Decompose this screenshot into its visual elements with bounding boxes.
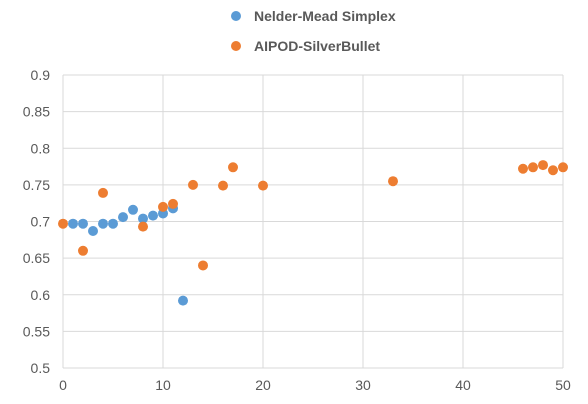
y-tick-label: 0.85 (23, 104, 50, 120)
data-point (168, 198, 178, 209)
data-point (98, 187, 108, 198)
data-point (188, 179, 198, 190)
y-tick-label: 0.7 (31, 214, 51, 230)
data-point (138, 221, 148, 232)
x-tick-label: 20 (255, 377, 271, 393)
y-tick-label: 0.65 (23, 250, 50, 266)
x-tick-label: 30 (355, 377, 371, 393)
data-point (78, 245, 88, 256)
legend-marker (231, 41, 241, 51)
data-points (58, 160, 568, 306)
x-tick-label: 40 (455, 377, 471, 393)
x-tick-label: 10 (155, 377, 171, 393)
data-point (518, 163, 528, 174)
data-point (258, 180, 268, 191)
y-tick-label: 0.9 (31, 67, 51, 83)
data-point (78, 218, 88, 229)
data-point (118, 212, 128, 223)
data-point (218, 180, 228, 191)
legend-label: Nelder-Mead Simplex (254, 8, 396, 24)
y-tick-label: 0.8 (31, 140, 51, 156)
x-tick-label: 0 (59, 377, 67, 393)
data-point (68, 218, 78, 229)
data-point (558, 162, 568, 173)
data-point (528, 162, 538, 173)
data-point (88, 226, 98, 237)
legend-marker (231, 11, 241, 21)
data-point (178, 295, 188, 306)
data-point (198, 260, 208, 271)
grid (62, 74, 564, 369)
data-point (228, 162, 238, 173)
legend-label: AIPOD-SilverBullet (254, 38, 380, 54)
legend: Nelder-Mead Simplex AIPOD-SilverBullet (231, 8, 396, 54)
data-point (98, 218, 108, 229)
y-tick-label: 0.55 (23, 323, 50, 339)
data-point (158, 201, 168, 212)
data-point (538, 160, 548, 171)
data-point (108, 218, 118, 229)
data-point (148, 210, 158, 221)
data-point (138, 213, 148, 224)
y-tick-label: 0.75 (23, 177, 50, 193)
y-axis-tick-labels: 0.5 0.55 0.6 0.65 0.7 0.75 0.8 0.85 0.9 (23, 67, 50, 376)
data-point (388, 176, 398, 187)
data-point (58, 218, 68, 229)
series-aipod-silverbullet (58, 160, 568, 271)
x-tick-label: 50 (555, 377, 571, 393)
x-axis-tick-labels: 0 10 20 30 40 50 (59, 377, 571, 393)
y-tick-label: 0.5 (31, 360, 51, 376)
data-point (548, 165, 558, 176)
data-point (128, 204, 138, 215)
y-tick-label: 0.6 (31, 287, 51, 303)
